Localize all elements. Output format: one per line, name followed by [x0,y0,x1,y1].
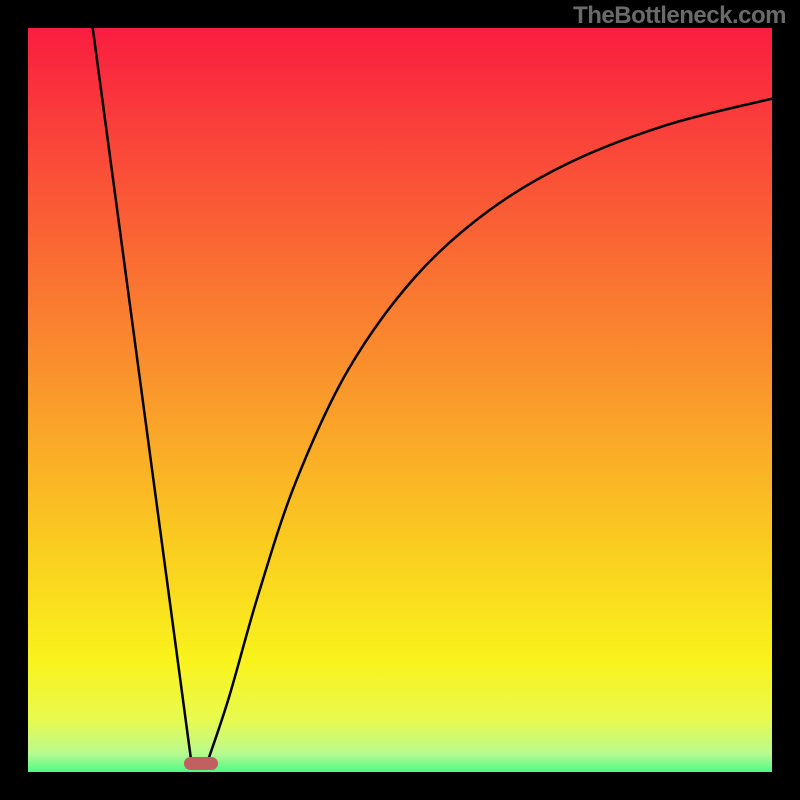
curve-left-branch [93,28,192,765]
curve-right-branch [207,99,772,765]
figure-root: TheBottleneck.com [0,0,800,800]
bottleneck-curve [0,0,800,800]
minimum-marker [184,757,218,770]
